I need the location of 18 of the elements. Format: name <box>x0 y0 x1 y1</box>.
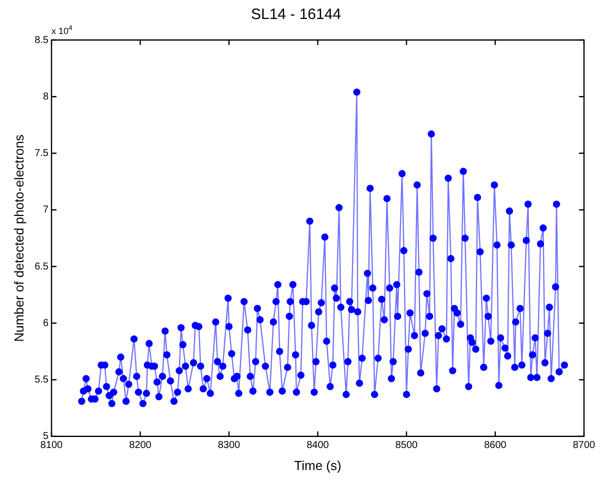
y-tick-label: 7.5 <box>34 148 49 160</box>
y-tick-label: 8 <box>42 91 49 102</box>
x-tick-label: 8100 <box>40 440 64 452</box>
y-tick-label: 5 <box>42 431 49 442</box>
y-tick-label: 7 <box>42 204 49 216</box>
x-tick-label: 8600 <box>484 440 507 452</box>
x-tick-label: 8300 <box>218 440 241 452</box>
y-tick-label: 8.5 <box>34 34 49 46</box>
x-tick-label: 8200 <box>129 440 152 452</box>
x-axis-title: Time (s) <box>294 458 342 473</box>
x-tick-label: 8500 <box>395 440 418 452</box>
chart-title: SL14 - 16144 <box>250 6 342 24</box>
x-tick-label: 8400 <box>306 440 330 452</box>
y-axis-title: Number of detected photo-electrons <box>11 134 26 342</box>
y-tick-label: 6 <box>42 318 49 329</box>
x-tick-label: 8700 <box>572 440 596 452</box>
y-tick-label: 6.5 <box>34 261 49 272</box>
y-tick-label: 5.5 <box>34 374 49 386</box>
